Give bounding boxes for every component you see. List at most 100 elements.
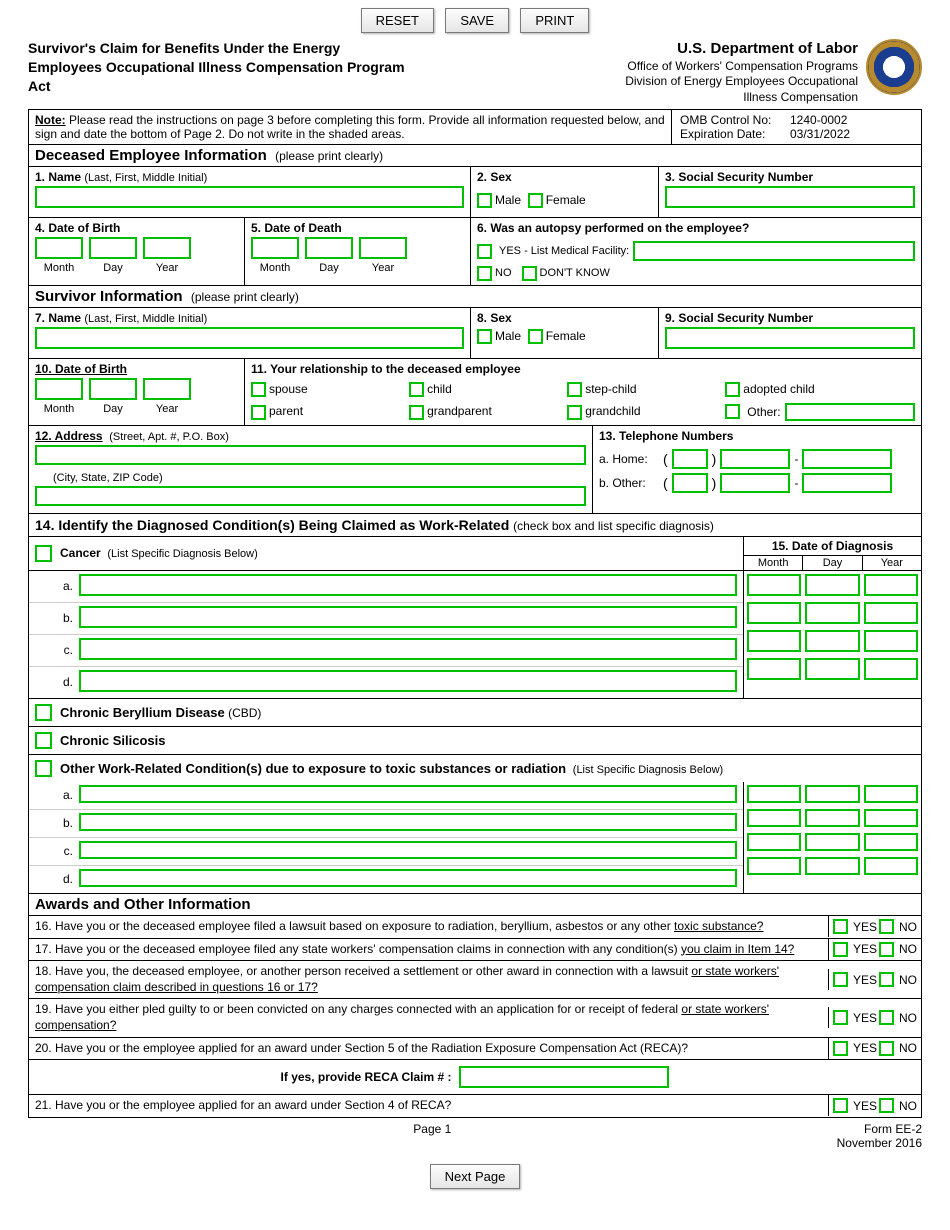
survivor-name-input[interactable]	[35, 327, 464, 349]
diagnosis-input[interactable]	[79, 841, 737, 859]
other-cond-checkbox[interactable]	[35, 760, 52, 777]
tel-home-num-input[interactable]	[802, 449, 892, 469]
diag-month-input[interactable]	[747, 602, 801, 624]
rel-other-checkbox[interactable]	[725, 404, 740, 419]
yes-checkbox[interactable]	[833, 972, 848, 987]
diag-year-input[interactable]	[864, 658, 918, 680]
diag-year-input[interactable]	[864, 833, 918, 851]
tel-other-num-input[interactable]	[802, 473, 892, 493]
rel-child-checkbox[interactable]	[409, 382, 424, 397]
diag-year-input[interactable]	[864, 785, 918, 803]
reset-button[interactable]: RESET	[361, 8, 434, 33]
no-checkbox[interactable]	[879, 1041, 894, 1056]
diag-year-input[interactable]	[864, 574, 918, 596]
diag-month-input[interactable]	[747, 809, 801, 827]
no-checkbox[interactable]	[879, 972, 894, 987]
diag-day-input[interactable]	[805, 833, 859, 851]
autopsy-yes-checkbox[interactable]	[477, 244, 492, 259]
sex-male-checkbox[interactable]	[477, 193, 492, 208]
q21-yes-checkbox[interactable]	[833, 1098, 848, 1113]
rel-grandchild-checkbox[interactable]	[567, 405, 582, 420]
cbd-checkbox[interactable]	[35, 704, 52, 721]
diag-month-input[interactable]	[747, 574, 801, 596]
yes-checkbox[interactable]	[833, 1041, 848, 1056]
diag-year-input[interactable]	[864, 630, 918, 652]
diagnosis-input[interactable]	[79, 785, 737, 803]
rel-adopted-checkbox[interactable]	[725, 382, 740, 397]
diag-day-input[interactable]	[805, 602, 859, 624]
rel-grandparent-checkbox[interactable]	[409, 405, 424, 420]
dob-day-input[interactable]	[89, 237, 137, 259]
dod-month-input[interactable]	[251, 237, 299, 259]
diagnosis-input[interactable]	[79, 574, 737, 596]
tel-other-prefix-input[interactable]	[720, 473, 790, 493]
surv-dob-day-input[interactable]	[89, 378, 137, 400]
address-city-input[interactable]	[35, 486, 586, 506]
rel-other-input[interactable]	[785, 403, 915, 421]
diag-day-input[interactable]	[805, 857, 859, 875]
diag-month-input[interactable]	[747, 857, 801, 875]
rel-label: grandparent	[427, 404, 492, 418]
diag-day-input[interactable]	[805, 809, 859, 827]
surv-dob-year-input[interactable]	[143, 378, 191, 400]
diag-month-input[interactable]	[747, 658, 801, 680]
diag-month-input[interactable]	[747, 833, 801, 851]
diagnosis-input[interactable]	[79, 813, 737, 831]
no-checkbox[interactable]	[879, 919, 894, 934]
diag-year-input[interactable]	[864, 809, 918, 827]
save-button[interactable]: SAVE	[445, 8, 509, 33]
dod-year-input[interactable]	[359, 237, 407, 259]
cancer-checkbox[interactable]	[35, 545, 52, 562]
medical-facility-input[interactable]	[633, 241, 915, 261]
footer: Page 1 Form EE-2 November 2016	[28, 1122, 922, 1150]
diag-day-input[interactable]	[805, 574, 859, 596]
diag-day-input[interactable]	[805, 630, 859, 652]
autopsy-dontknow-checkbox[interactable]	[522, 266, 537, 281]
diag-day-input[interactable]	[805, 658, 859, 680]
dob-year-input[interactable]	[143, 237, 191, 259]
rel-stepchild-checkbox[interactable]	[567, 382, 582, 397]
dob-month-input[interactable]	[35, 237, 83, 259]
diagnosis-input[interactable]	[79, 606, 737, 628]
rel-parent-checkbox[interactable]	[251, 405, 266, 420]
tel-home-area-input[interactable]	[672, 449, 708, 469]
diagnosis-input[interactable]	[79, 670, 737, 692]
diag-month-input[interactable]	[747, 785, 801, 803]
rel-spouse-checkbox[interactable]	[251, 382, 266, 397]
autopsy-no-checkbox[interactable]	[477, 266, 492, 281]
survivor-sex-male-checkbox[interactable]	[477, 329, 492, 344]
day-label: Day	[803, 556, 862, 570]
diagnosis-input[interactable]	[79, 638, 737, 660]
tel-other-area-input[interactable]	[672, 473, 708, 493]
tel-home-prefix-input[interactable]	[720, 449, 790, 469]
yes-checkbox[interactable]	[833, 919, 848, 934]
surv-dob-month-input[interactable]	[35, 378, 83, 400]
yes-label: YES	[853, 1099, 877, 1113]
diag-year-input[interactable]	[864, 857, 918, 875]
yes-checkbox[interactable]	[833, 1010, 848, 1025]
print-button[interactable]: PRINT	[520, 8, 589, 33]
next-page-button[interactable]: Next Page	[430, 1164, 521, 1189]
reca-claim-input[interactable]	[459, 1066, 669, 1088]
address-street-input[interactable]	[35, 445, 586, 465]
reca-claim-row: If yes, provide RECA Claim # :	[29, 1060, 921, 1095]
yes-checkbox[interactable]	[833, 942, 848, 957]
diag-year-input[interactable]	[864, 602, 918, 624]
survivor-sex-female-checkbox[interactable]	[528, 329, 543, 344]
deceased-ssn-input[interactable]	[665, 186, 915, 208]
note-text: Note: Please read the instructions on pa…	[29, 110, 671, 144]
diag-month-input[interactable]	[747, 630, 801, 652]
dod-day-input[interactable]	[305, 237, 353, 259]
q21-no-checkbox[interactable]	[879, 1098, 894, 1113]
silicosis-checkbox[interactable]	[35, 732, 52, 749]
sex-female-checkbox[interactable]	[528, 193, 543, 208]
diag-day-input[interactable]	[805, 785, 859, 803]
q5-dod: 5. Date of Death Month Day Year	[245, 218, 471, 284]
no-checkbox[interactable]	[879, 1010, 894, 1025]
office-line: Illness Compensation	[625, 90, 858, 106]
no-checkbox[interactable]	[879, 942, 894, 957]
survivor-ssn-input[interactable]	[665, 327, 915, 349]
page-number: Page 1	[28, 1122, 837, 1150]
diagnosis-input[interactable]	[79, 869, 737, 887]
deceased-name-input[interactable]	[35, 186, 464, 208]
